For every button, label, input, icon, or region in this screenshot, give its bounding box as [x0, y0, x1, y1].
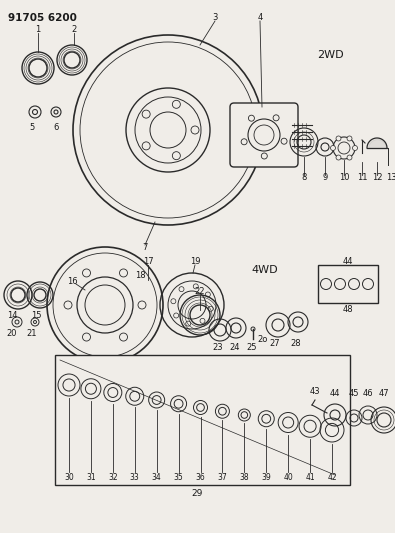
Text: 2WD: 2WD: [317, 50, 343, 60]
Text: 2: 2: [71, 26, 77, 35]
Text: 43: 43: [310, 387, 320, 397]
Text: 34: 34: [152, 472, 162, 481]
Text: 9: 9: [322, 174, 327, 182]
Text: 16: 16: [67, 278, 77, 287]
Text: 19: 19: [190, 257, 200, 266]
Bar: [318, 265, 378, 303]
Text: 17: 17: [143, 257, 153, 266]
Circle shape: [347, 155, 352, 160]
Text: 44: 44: [330, 389, 340, 398]
Text: 39: 39: [261, 472, 271, 481]
Text: 18: 18: [135, 271, 145, 279]
Text: 46: 46: [363, 389, 373, 398]
Text: 47: 47: [379, 389, 389, 398]
Text: 35: 35: [174, 472, 183, 481]
Text: 36: 36: [196, 472, 205, 481]
Text: 6: 6: [53, 123, 59, 132]
Text: 30: 30: [64, 472, 74, 481]
Text: 27: 27: [270, 338, 280, 348]
Text: 5: 5: [29, 123, 35, 132]
Text: 42: 42: [327, 472, 337, 481]
Text: 23: 23: [213, 343, 223, 352]
Text: 31: 31: [86, 472, 96, 481]
FancyBboxPatch shape: [230, 103, 298, 167]
Circle shape: [352, 146, 357, 150]
Text: 2o: 2o: [258, 335, 268, 344]
Text: 11: 11: [357, 174, 367, 182]
Text: 12: 12: [372, 174, 382, 182]
Text: 14: 14: [7, 311, 17, 320]
Text: 4WD: 4WD: [252, 265, 278, 275]
Text: 48: 48: [343, 305, 353, 314]
Circle shape: [331, 146, 335, 150]
Text: 10: 10: [339, 174, 349, 182]
Text: 32: 32: [108, 472, 118, 481]
Text: 20: 20: [7, 329, 17, 338]
Text: 37: 37: [218, 472, 227, 481]
Text: 25: 25: [247, 343, 257, 352]
Text: 13: 13: [386, 174, 395, 182]
Text: 91705 6200: 91705 6200: [8, 13, 77, 23]
Text: 8: 8: [301, 174, 307, 182]
Text: 22: 22: [195, 287, 205, 296]
Text: 44: 44: [343, 257, 353, 266]
Circle shape: [347, 136, 352, 141]
Text: 29: 29: [191, 489, 203, 498]
Text: 33: 33: [130, 472, 139, 481]
Text: 24: 24: [230, 343, 240, 352]
Text: 41: 41: [305, 472, 315, 481]
Text: 7: 7: [142, 244, 148, 253]
Text: 4: 4: [258, 13, 263, 22]
Text: 38: 38: [239, 472, 249, 481]
Text: 1: 1: [36, 26, 41, 35]
Text: 28: 28: [291, 338, 301, 348]
Text: 21: 21: [27, 329, 37, 338]
Bar: [55, 355, 350, 485]
Text: 45: 45: [349, 389, 359, 398]
Text: 40: 40: [283, 472, 293, 481]
Circle shape: [336, 136, 341, 141]
Circle shape: [336, 155, 341, 160]
Text: 15: 15: [31, 311, 41, 320]
Text: 3: 3: [213, 13, 218, 22]
